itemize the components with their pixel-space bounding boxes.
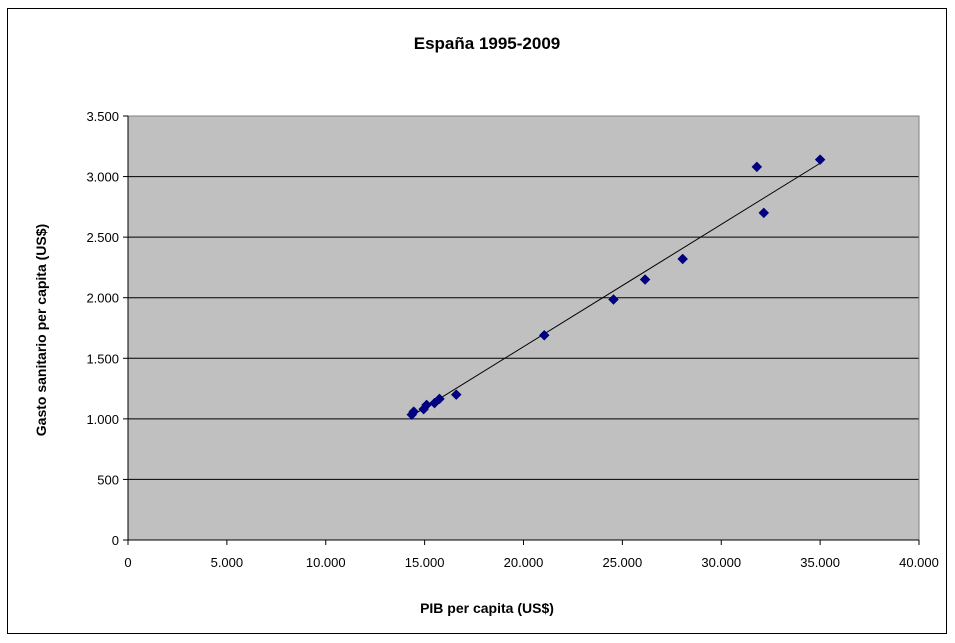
y-tick-label: 3.500 (86, 109, 119, 124)
data-point (608, 294, 619, 305)
y-tick-label: 0 (112, 533, 119, 548)
x-tick-label: 15.000 (405, 555, 445, 570)
x-tick-label: 40.000 (899, 555, 939, 570)
x-axis-title: PIB per capita (US$) (420, 600, 554, 616)
chart-title: España 1995-2009 (414, 34, 561, 53)
y-tick-label: 2.000 (86, 291, 119, 306)
data-point (751, 161, 763, 173)
x-tick-label: 20.000 (504, 555, 544, 570)
x-tick-label: 30.000 (701, 555, 741, 570)
y-tick-label: 1.500 (86, 351, 119, 366)
y-tick-label: 1.000 (86, 412, 119, 427)
plot-area (128, 116, 919, 540)
axes (123, 115, 920, 545)
x-tick-label: 25.000 (602, 555, 642, 570)
data-point (758, 207, 770, 219)
data-point (538, 329, 550, 341)
data-point (408, 406, 420, 417)
x-tick-label: 35.000 (800, 555, 840, 570)
x-tick-label: 5.000 (211, 555, 244, 570)
trendline-layer (410, 162, 821, 417)
x-tick-labels: 0 5.000 10.000 15.000 20.000 25.000 30.000 35.0… (124, 555, 939, 570)
data-point (450, 389, 462, 400)
data-point (434, 393, 445, 405)
x-tick-label: 10.000 (306, 555, 346, 570)
data-point (639, 274, 651, 285)
y-tick-labels: 0 500 1.000 1.500 2.000 2.500 3.000 3.500 (86, 109, 119, 548)
y-axis-title: Gasto sanitario per capita (US$) (33, 224, 49, 436)
x-tick-label: 0 (124, 555, 131, 570)
data-points (406, 154, 826, 420)
y-tick-label: 3.000 (86, 170, 119, 185)
data-point (677, 253, 689, 265)
trendline (410, 162, 821, 417)
y-tick-label: 500 (97, 472, 119, 487)
y-tick-label: 2.500 (86, 230, 119, 245)
data-point (814, 154, 826, 165)
